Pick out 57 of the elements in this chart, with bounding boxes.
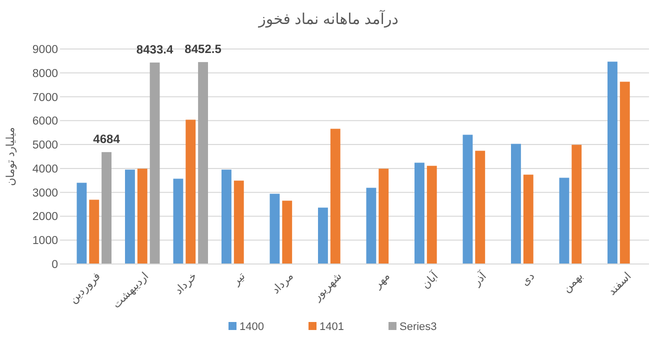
bar (523, 174, 534, 264)
y-tick-label: 8000 (32, 68, 58, 80)
bar (572, 144, 582, 264)
bar (426, 166, 437, 264)
bar (173, 178, 184, 264)
x-tick-label: اردیبهشت (110, 270, 152, 311)
bar (102, 152, 112, 264)
x-tick-label: آذر (468, 268, 490, 289)
bar (76, 182, 87, 264)
bar (366, 188, 376, 264)
y-tick-label: 4000 (32, 163, 58, 176)
legend-label: 1400 (240, 320, 264, 333)
y-tick-label: 6000 (32, 116, 58, 128)
bar (270, 194, 280, 264)
x-tick-label: تیر (230, 270, 248, 288)
y-tick-label: 1000 (32, 235, 58, 248)
bar (378, 168, 389, 264)
bar (511, 144, 521, 264)
x-tick-label: اسفند (606, 270, 634, 298)
bar (222, 170, 232, 264)
data-label: 8452.5 (184, 42, 222, 56)
chart-title: درآمد ماهانه نماد فخوز (258, 9, 398, 28)
x-tick-label: مرداد (270, 270, 296, 296)
x-tick-label: خرداد (172, 270, 200, 298)
bar (89, 200, 100, 264)
bar (608, 62, 618, 264)
data-label: 8433.4 (136, 42, 174, 57)
y-tick-label: 3000 (32, 187, 58, 200)
bar (125, 170, 135, 264)
bar (462, 134, 473, 264)
y-tick-label: 0 (52, 259, 58, 272)
x-tick-label: آبان (418, 268, 442, 292)
bar (150, 62, 160, 264)
bar (137, 168, 148, 264)
bar (318, 208, 328, 264)
x-tick-label: دی (519, 270, 538, 288)
bar (475, 150, 486, 264)
x-tick-label: شهریور (310, 270, 344, 304)
bar (559, 178, 570, 264)
y-tick-label: 9000 (32, 44, 58, 56)
y-tick-label: 2000 (32, 211, 58, 224)
data-label: 4684 (93, 132, 120, 146)
y-tick-label: 7000 (32, 92, 58, 104)
y-axis-title: میلیارد تومان (5, 126, 17, 186)
y-tick-label: 5000 (32, 140, 58, 152)
bar (330, 128, 340, 264)
bar (282, 200, 292, 264)
legend-label: Series3 (400, 320, 437, 333)
bar (198, 62, 208, 264)
bar (234, 180, 244, 264)
x-tick-label: فروردین (67, 270, 103, 306)
bar (414, 162, 424, 264)
bar (620, 82, 630, 264)
x-tick-label: بهمن (560, 270, 586, 296)
x-tick-label: مهر (371, 270, 393, 292)
legend-label: 1401 (320, 320, 344, 333)
bar (186, 120, 196, 264)
